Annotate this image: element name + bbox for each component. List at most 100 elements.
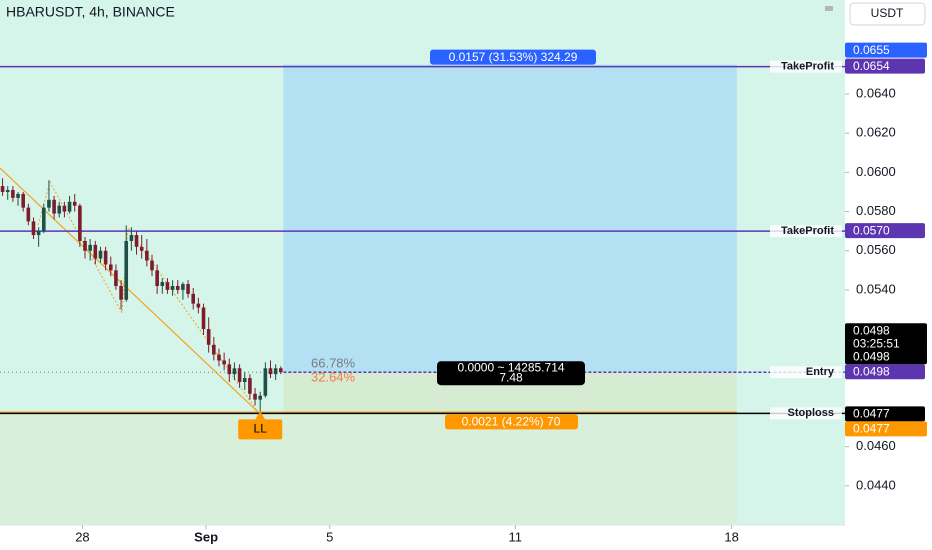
candle-body (217, 354, 221, 361)
candle-body (268, 368, 273, 375)
candle-body (5, 190, 10, 192)
candle-body (26, 207, 31, 222)
level-name: TakeProfit (781, 61, 834, 73)
candle-body (57, 205, 62, 214)
y-tick-label: 0.0540 (856, 281, 896, 296)
candle-body (98, 250, 103, 259)
target-text: 0.0157 (31.53%) 324.29 (449, 50, 578, 64)
bid-price: 0.0498 (853, 349, 890, 363)
level-price-box (845, 223, 925, 239)
chart-title: HBARUSDT, 4h, BINANCE (6, 4, 175, 20)
candle-body (212, 344, 216, 355)
countdown: 03:25:51 (853, 336, 900, 350)
x-tick-label: 11 (508, 529, 522, 544)
y-tick-label: 0.0460 (856, 438, 896, 453)
pivot-label: LL (254, 422, 268, 436)
x-tick-label: 5 (326, 529, 333, 544)
candle-body (248, 378, 252, 394)
stop-text: 0.0021 (4.22%) 70 (462, 415, 561, 429)
pivot-marker (255, 411, 266, 420)
level-tag-bg (770, 225, 842, 238)
candle-body (165, 282, 170, 290)
candle-body (160, 282, 165, 287)
candle-body (114, 270, 118, 287)
candle-body (279, 368, 283, 373)
center-text: 7.48 (499, 370, 523, 384)
level-name: Stoploss (788, 407, 834, 419)
profit-zone (283, 64, 737, 373)
lower-zone (0, 413, 737, 525)
candle-body (16, 193, 20, 198)
level-name: TakeProfit (781, 225, 834, 237)
candle-body (186, 284, 190, 294)
candle-body (191, 293, 196, 304)
candle-body (263, 368, 268, 396)
candle-body (196, 303, 201, 308)
candle-body (253, 393, 257, 400)
candle-body (201, 307, 206, 330)
currency[interactable]: USDT (871, 6, 904, 20)
candle-body (145, 250, 149, 261)
candle-body (0, 186, 5, 192)
y-tick-label: 0.0620 (856, 125, 896, 140)
level-tag-bg (770, 407, 842, 420)
candle-body (170, 286, 175, 290)
level-name: Entry (806, 366, 835, 378)
candle-body (67, 201, 72, 212)
stop-price: 0.0477 (853, 422, 890, 436)
y-tick-label: 0.0640 (856, 85, 896, 100)
candle-body (103, 250, 108, 265)
candle-body (206, 329, 211, 345)
y-tick-label: 0.0580 (856, 203, 896, 218)
candle-body (119, 286, 123, 300)
level-price: 0.0570 (853, 223, 890, 237)
candle-body (181, 284, 185, 290)
last-price: 0.0498 (853, 323, 890, 337)
candle-body (47, 199, 51, 208)
center-text: 0.0000 ~ 14285.714 (457, 360, 564, 374)
target-price-box (845, 42, 927, 58)
ratio-up: 66.78% (311, 356, 356, 371)
plot: TakeProfit TakeProfit Entry Stoploss 0.0157 … (0, 49, 845, 525)
candle-body (232, 368, 237, 375)
candle-body (36, 231, 41, 236)
candle-body (88, 244, 92, 251)
candle-body (11, 190, 15, 198)
candle-body (227, 364, 232, 375)
candle-body (237, 368, 242, 382)
x-tick-label: Sep (194, 529, 218, 544)
level-price-box (845, 364, 925, 380)
candle-body (155, 270, 159, 287)
level-price: 0.0477 (853, 407, 890, 421)
target-price: 0.0655 (853, 43, 890, 57)
ratio-down: 32.64% (311, 370, 356, 385)
target-tag (430, 49, 596, 65)
candle-body (83, 240, 87, 251)
candle-body (62, 205, 67, 212)
y-tick-label: 0.0560 (856, 242, 896, 257)
candle-body (139, 246, 144, 251)
y-tick-label: 0.0600 (856, 164, 896, 179)
icon (825, 6, 833, 11)
currency-button[interactable] (849, 2, 926, 26)
x-tick-label: 28 (75, 529, 89, 544)
candle-body (150, 260, 154, 271)
level-price: 0.0654 (853, 59, 890, 73)
zigzag (37, 180, 259, 413)
level-tag-bg (770, 366, 842, 379)
pivot-box (238, 419, 283, 440)
candle-body (273, 368, 278, 375)
x-tick-label: 18 (724, 529, 738, 544)
candle-body (72, 201, 77, 206)
candle-body (134, 235, 139, 247)
candle-body (242, 378, 247, 382)
stop-price-box (845, 421, 927, 437)
level-price-box (845, 58, 925, 74)
candle-body (21, 193, 25, 208)
candle-body (78, 205, 82, 241)
stop-tag (445, 414, 578, 430)
candle-body (52, 199, 56, 214)
level-price: 0.0498 (853, 364, 890, 378)
level-tag-bg (770, 60, 842, 73)
y-tick-label: 0.0440 (856, 477, 896, 492)
